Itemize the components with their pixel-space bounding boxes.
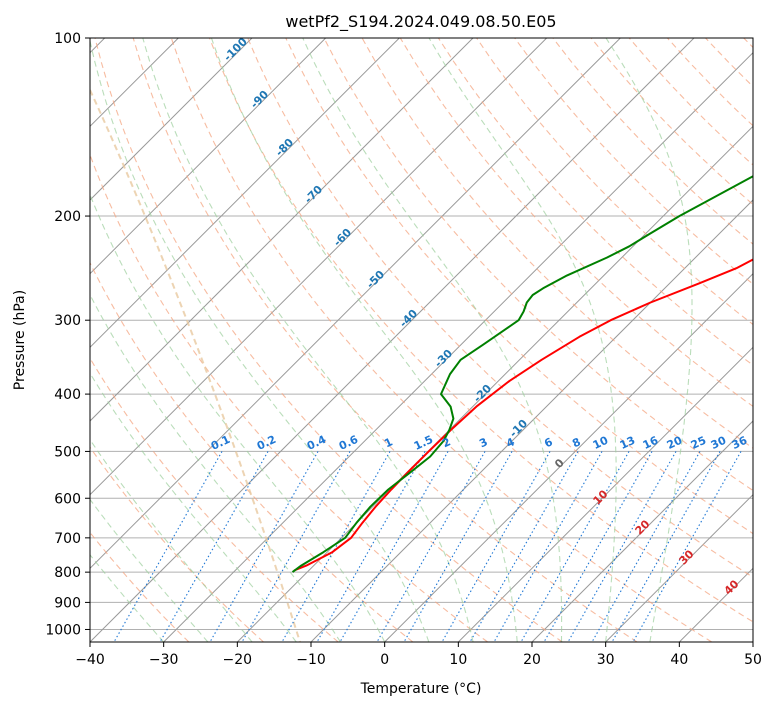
x-tick-label: 50 (744, 652, 762, 668)
x-tick-label: −30 (149, 652, 179, 668)
dry-adiabat (247, 38, 753, 578)
mixing-ratio-label: 36 (730, 434, 750, 452)
mixing-ratio-line (159, 451, 269, 642)
moist-adiabat (90, 193, 386, 642)
dry-adiabat (514, 38, 753, 285)
dry-adiabat (323, 38, 753, 492)
x-tick-label: 0 (380, 652, 389, 668)
dry-adiabat (170, 38, 712, 642)
moist-adiabat (90, 438, 253, 642)
y-tick-label: 700 (54, 531, 81, 547)
isotherm (90, 38, 327, 275)
moist-adiabat (428, 38, 617, 642)
moist-adiabat (302, 38, 563, 642)
mixing-ratio-line (339, 451, 449, 642)
x-tick-label: 10 (449, 652, 467, 668)
x-tick-label: −10 (296, 652, 326, 668)
y-tick-label: 900 (54, 595, 81, 611)
isotherm (236, 125, 753, 642)
dry-adiabat (90, 261, 414, 642)
mixing-ratio-label: 10 (591, 434, 611, 452)
isotherm (90, 38, 474, 422)
moist-adiabat (90, 498, 209, 642)
isotherm (384, 272, 753, 642)
x-tick-label: 30 (597, 652, 615, 668)
mixing-ratio-label: 25 (689, 434, 708, 452)
y-tick-label: 100 (54, 31, 81, 47)
mixing-ratio-line (469, 451, 579, 642)
y-tick-label: 200 (54, 209, 81, 225)
mixing-ratio-label: 30 (709, 434, 729, 452)
dry-adiabat (132, 38, 638, 642)
y-axis-label: Pressure (hPa) (12, 290, 28, 390)
moist-adiabat-highlight (90, 89, 301, 642)
y-tick-label: 400 (54, 387, 81, 403)
mixing-ratio-lines (113, 451, 742, 642)
mixing-ratio-label: 20 (665, 434, 685, 452)
moist-adiabat (605, 38, 693, 642)
isotherm (90, 38, 548, 496)
mixing-ratio-label: 16 (641, 434, 661, 452)
mixing-ratio-line (241, 451, 351, 642)
mixing-ratio-line (441, 451, 551, 642)
moist-adiabat (90, 38, 430, 642)
moist-adiabat (210, 38, 518, 642)
isotherm (531, 420, 753, 642)
isotherm (163, 51, 753, 642)
moist-adiabat (90, 372, 297, 642)
mixing-ratio-line (281, 451, 391, 642)
profile-lines (291, 175, 753, 573)
dry-adiabat (208, 38, 753, 623)
y-tick-label: 300 (54, 313, 81, 329)
y-tick-label: 800 (54, 565, 81, 581)
x-axis-label: Temperature (°C) (360, 681, 482, 697)
mixing-ratio-line (493, 451, 603, 642)
moist-adiabats (90, 38, 693, 642)
dry-adiabat (285, 38, 753, 535)
mixing-ratio-line (403, 451, 513, 642)
dry-adiabat (476, 38, 753, 326)
pressure-gridlines (90, 38, 753, 630)
isotherm (90, 38, 621, 570)
y-tick-label: 600 (54, 491, 81, 507)
mixing-ratio-line (591, 451, 701, 642)
dry-adiabat (94, 38, 563, 642)
mixing-ratio-line (520, 451, 630, 642)
mixing-ratio-line (209, 451, 319, 642)
skewed-isotherms (90, 38, 753, 642)
mixing-ratio-line (567, 451, 677, 642)
isotherm (605, 493, 753, 642)
chart-title: wetPf2_S194.2024.049.08.50.E05 (285, 12, 556, 32)
isotherm (90, 38, 400, 349)
mixing-ratio-line (632, 451, 742, 642)
mixing-ratio-line (316, 451, 426, 642)
x-tick-label: −40 (75, 652, 105, 668)
dry-adiabat (90, 357, 339, 642)
isotherm (457, 346, 753, 642)
temperature-line (293, 258, 753, 572)
mixing-ratio-line (611, 451, 721, 642)
mixing-ratio-label: 13 (618, 434, 637, 452)
x-tick-label: 40 (670, 652, 688, 668)
plot-frame (89, 37, 754, 643)
dry-adiabats (90, 38, 753, 642)
isotherm (90, 38, 695, 642)
x-tick-label: 20 (523, 652, 541, 668)
x-axis-ticks: −40 −30 −20 −10 0 10 20 30 40 50 (75, 642, 762, 668)
y-axis-ticks: 100 200 300 400 500 600 700 800 900 1000 (45, 31, 90, 638)
y-tick-label: 1000 (45, 622, 81, 638)
mixing-ratio-line (543, 451, 653, 642)
isotherm (90, 38, 253, 201)
dry-adiabat (90, 446, 264, 642)
moist-adiabat (142, 38, 474, 642)
dewpoint-line (291, 175, 753, 573)
moist-adiabat (90, 553, 165, 642)
y-tick-label: 500 (54, 444, 81, 460)
x-tick-label: −20 (223, 652, 253, 668)
mixing-ratio-line (113, 451, 223, 642)
mixing-ratio-line (376, 451, 486, 642)
